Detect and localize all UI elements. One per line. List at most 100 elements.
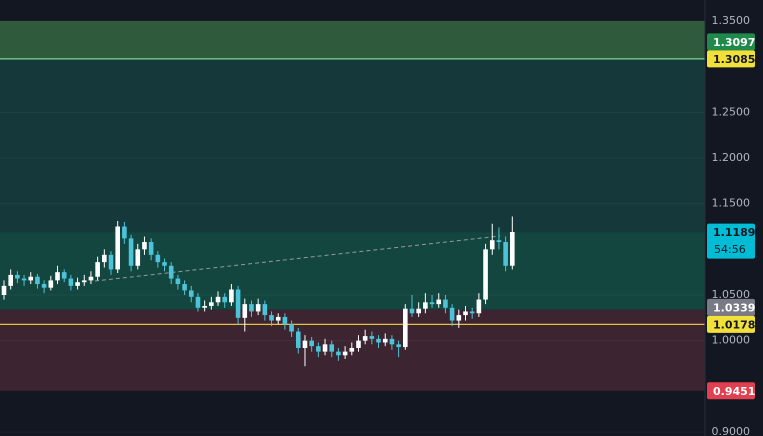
candle-body <box>409 308 415 314</box>
candle-body <box>496 240 502 243</box>
candle-body <box>35 276 40 285</box>
y-tick-label: 1.0500 <box>712 288 751 301</box>
candle-body <box>135 249 141 266</box>
candles <box>1 216 515 367</box>
candle-body <box>148 242 154 255</box>
candle-body <box>389 338 395 345</box>
candle-body <box>456 315 462 321</box>
zone <box>0 58 705 233</box>
candle-body <box>356 340 361 348</box>
candle-body <box>8 274 13 286</box>
candle-body <box>242 304 248 318</box>
candle-body <box>209 302 214 306</box>
candle-body <box>122 226 127 239</box>
candle-body <box>1 285 7 295</box>
candle-body <box>142 242 147 250</box>
price-label-box <box>707 298 755 316</box>
candle-body <box>289 324 294 332</box>
candle-body <box>222 296 228 303</box>
price-label-box <box>707 382 755 400</box>
candle-body <box>449 307 455 321</box>
candle-body <box>282 316 288 325</box>
candle-body <box>175 278 181 285</box>
candle-body <box>376 338 381 343</box>
candle-body <box>61 272 67 279</box>
plot-area <box>0 20 705 433</box>
candle-body <box>402 308 408 348</box>
candle-body <box>55 272 60 281</box>
y-tick-label: 1.1500 <box>712 197 751 210</box>
zone <box>0 232 705 310</box>
candle-body <box>463 311 468 316</box>
candle-body <box>342 351 348 356</box>
y-tick-label: 0.9000 <box>712 425 751 436</box>
price-label-box <box>707 315 755 333</box>
candle-body <box>436 299 442 305</box>
candle-body <box>81 280 87 283</box>
y-tick-label: 1.3500 <box>712 14 751 27</box>
candle-body <box>21 278 27 281</box>
price-label-box <box>707 50 755 68</box>
candle-body <box>162 262 167 266</box>
candle-body <box>102 254 107 263</box>
candle-body <box>202 305 207 308</box>
candle-body <box>362 336 368 341</box>
price-label: 1.1189 <box>713 226 755 239</box>
candle-body <box>235 289 241 318</box>
price-label-box <box>707 33 755 51</box>
candle-body <box>483 249 488 300</box>
y-tick-label: 1.2000 <box>712 151 751 164</box>
candle-body <box>262 304 268 316</box>
trend-line <box>94 235 501 282</box>
candle-body <box>429 302 435 305</box>
countdown: 54:56 <box>714 243 746 256</box>
candle-body <box>215 296 221 303</box>
candle-body <box>295 331 301 348</box>
candle-body <box>349 347 355 352</box>
candle-body <box>88 276 94 281</box>
candle-body <box>503 242 508 266</box>
candle-body <box>489 240 495 250</box>
candle-body <box>95 262 100 277</box>
candle-body <box>68 278 74 286</box>
candle-body <box>302 340 308 348</box>
candle-body <box>115 226 121 270</box>
candle-body <box>108 254 114 270</box>
candle-body <box>329 344 335 352</box>
candle-body <box>15 274 20 279</box>
candle-body <box>476 299 482 314</box>
candle-body <box>182 284 187 291</box>
candle-body <box>28 276 34 281</box>
candle-body <box>255 304 261 312</box>
candle-body <box>469 311 475 314</box>
candle-body <box>443 299 448 308</box>
candle-body <box>416 308 421 314</box>
candle-body <box>188 290 194 297</box>
candle-body <box>423 302 428 309</box>
candle-body <box>168 265 174 279</box>
candle-body <box>316 346 321 352</box>
candle-body <box>382 338 388 343</box>
y-tick-label: 1.2500 <box>712 105 751 118</box>
candle-body <box>229 289 234 303</box>
candle-body <box>510 231 515 266</box>
price-label: 1.3085 <box>713 53 755 66</box>
candle-body <box>155 254 161 263</box>
candle-body <box>75 282 80 286</box>
price-label: 0.9451 <box>713 385 755 398</box>
candle-body <box>128 238 134 266</box>
candle-body <box>322 344 328 352</box>
candle-body <box>275 316 281 321</box>
candle-body <box>195 296 201 308</box>
candle-body <box>269 315 274 321</box>
candle-body <box>249 304 254 312</box>
candle-body <box>48 280 54 288</box>
candle-body <box>309 340 314 347</box>
price-axis: 1.3500 1.2500 1.2000 1.1500 1.0500 1.0000 0.90… <box>707 14 755 436</box>
candle-body <box>396 344 401 348</box>
price-label: 1.3097 <box>713 36 755 49</box>
y-tick-label: 1.0000 <box>712 334 751 347</box>
price-label: 1.0339 <box>713 301 755 314</box>
